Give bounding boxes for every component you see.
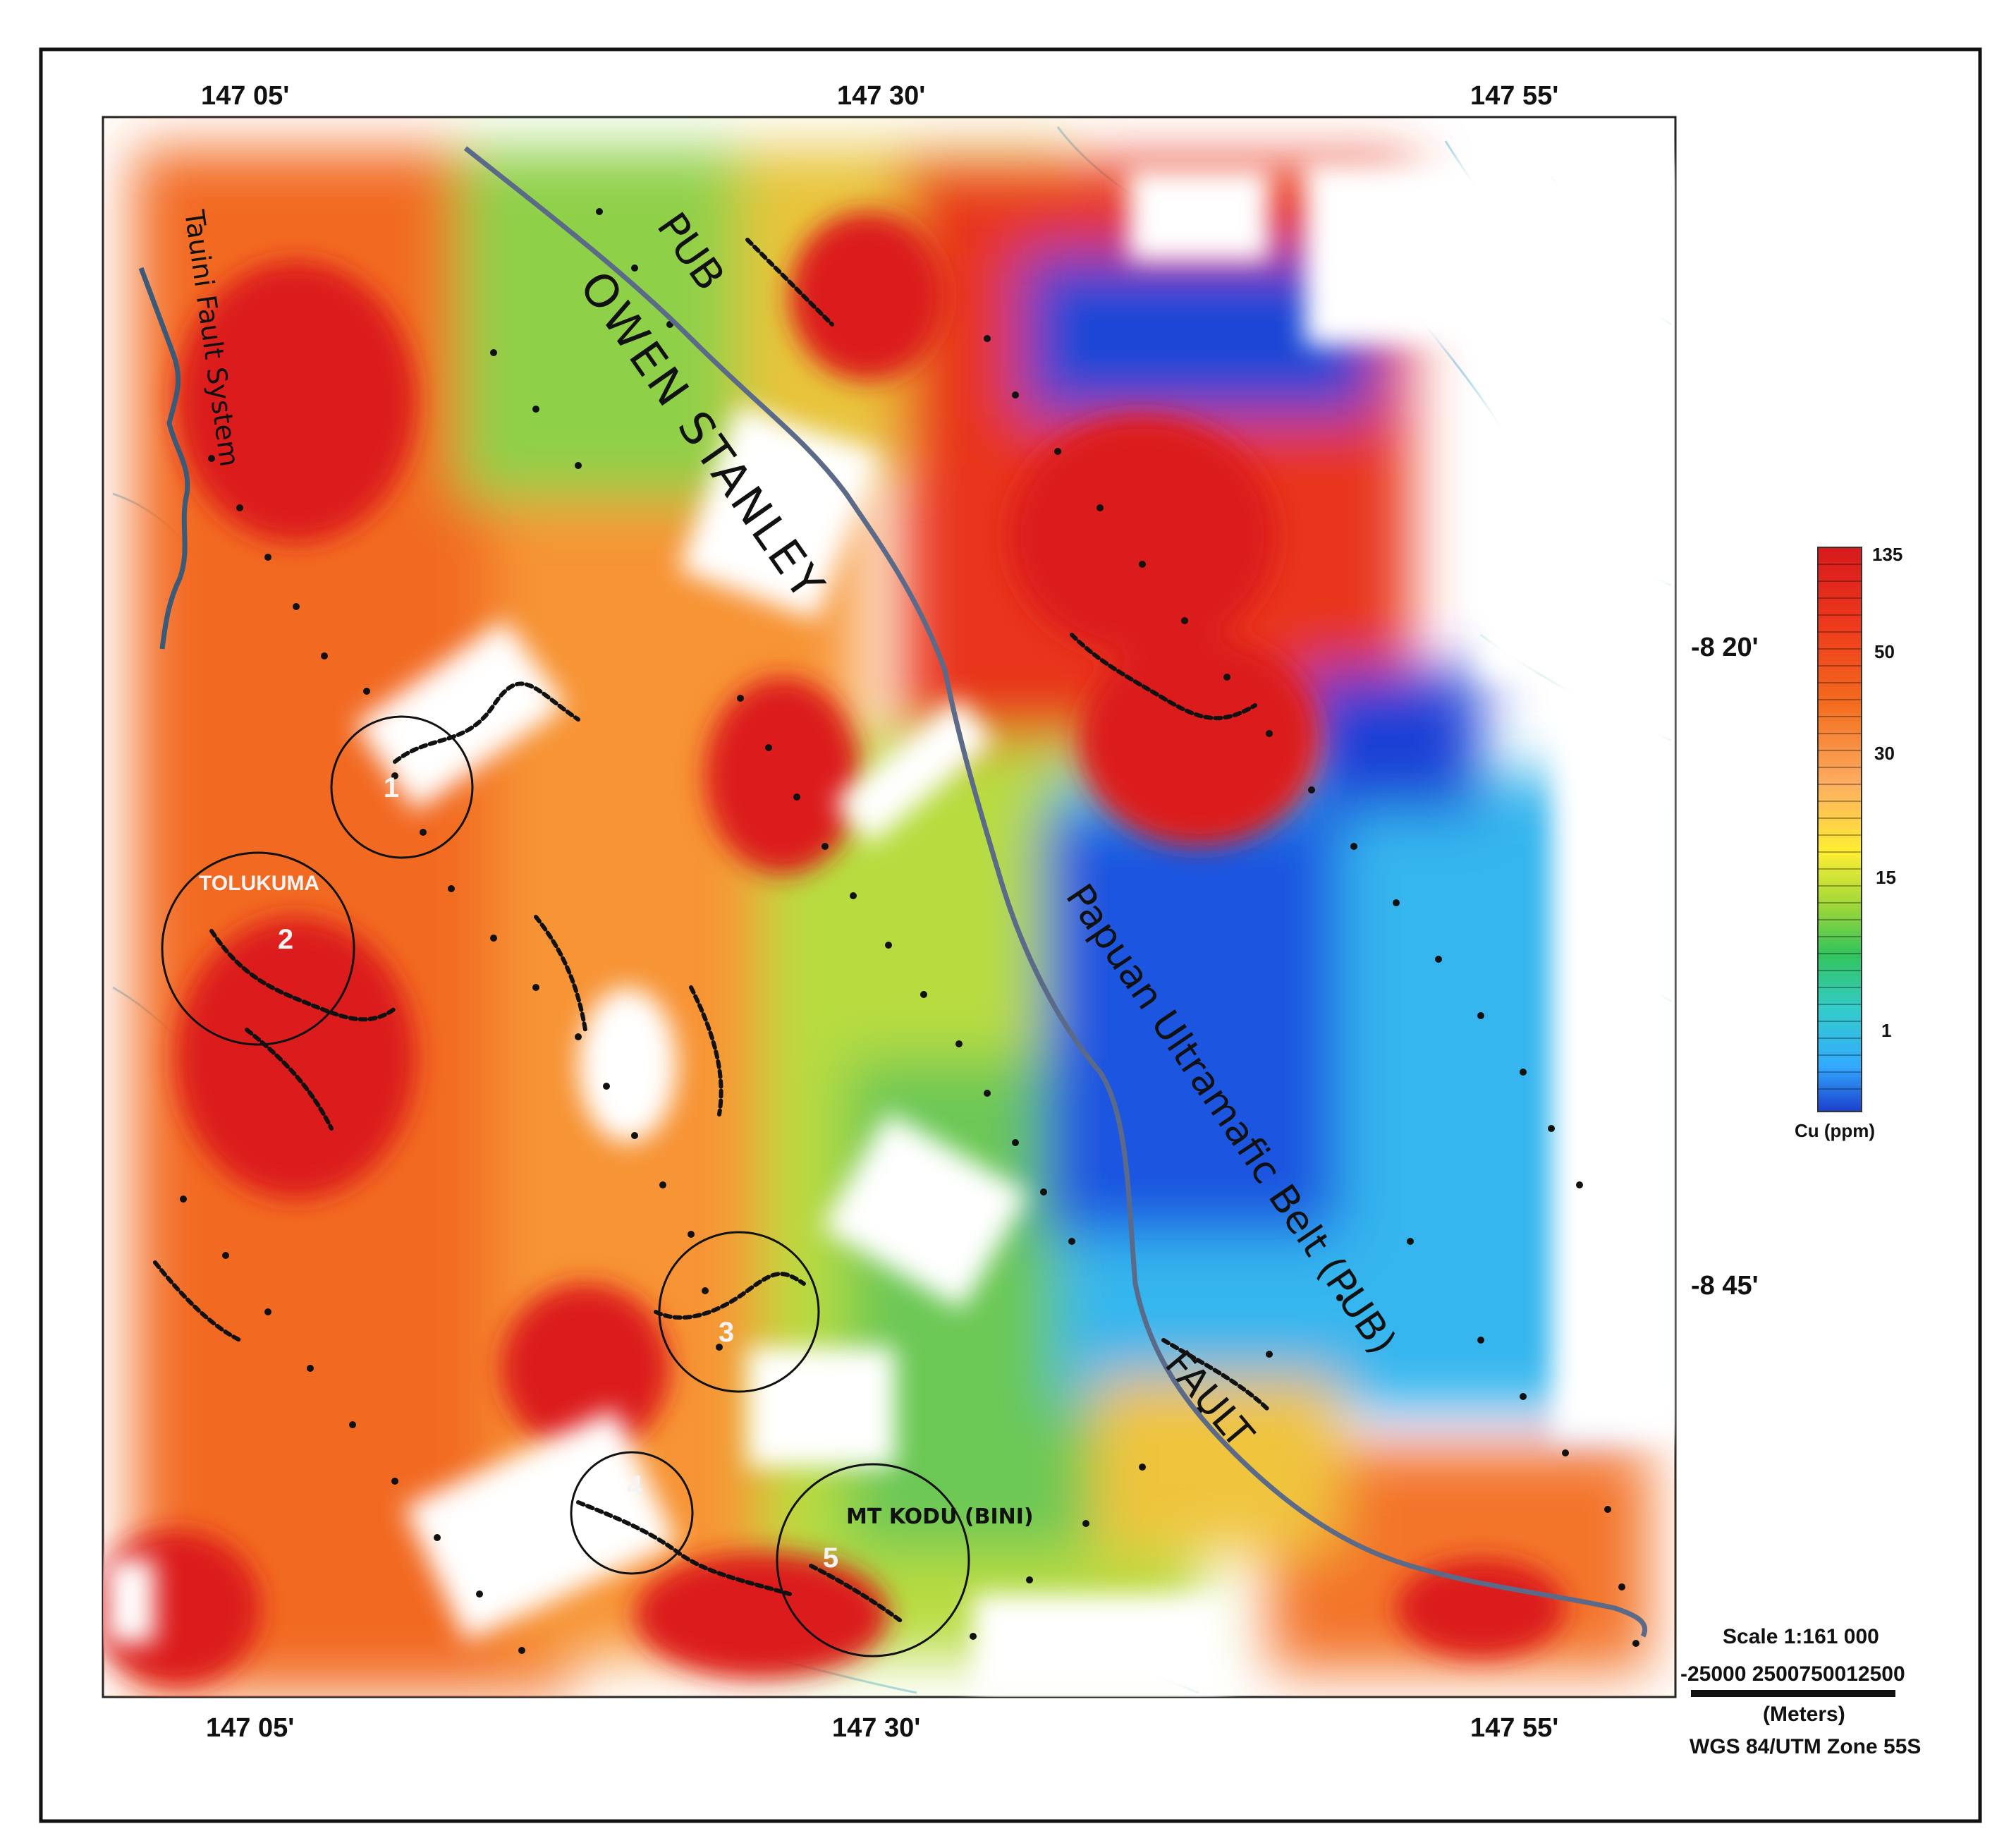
target-circle-2 bbox=[161, 851, 355, 1046]
scale-ticks: -25000 2500750012500 bbox=[1680, 1662, 1905, 1686]
cu-anomaly-surface bbox=[103, 148, 1675, 1697]
target-label-1: 1 bbox=[384, 772, 399, 803]
projection-label: WGS 84/UTM Zone 55S bbox=[1690, 1735, 1921, 1758]
target-circles bbox=[161, 715, 970, 1657]
target-label-2: 2 bbox=[278, 924, 293, 955]
legend-tick-135: 135 bbox=[1872, 544, 1902, 565]
x-tick-top-1: 147 05' bbox=[201, 81, 289, 111]
scale-block: Scale 1:161 000 -25000 2500750012500 (Me… bbox=[1680, 1625, 1921, 1758]
legend-tick-50: 50 bbox=[1874, 641, 1895, 662]
scale-unit: (Meters) bbox=[1763, 1703, 1845, 1726]
target-label-4: 4 bbox=[627, 1471, 643, 1502]
y-tick-2: -8 45' bbox=[1691, 1271, 1759, 1301]
legend-tick-30: 30 bbox=[1874, 743, 1895, 764]
x-tick-bottom-1: 147 05' bbox=[206, 1713, 294, 1743]
x-tick-top-2: 147 30' bbox=[837, 81, 925, 111]
y-tick-1: -8 20' bbox=[1691, 633, 1759, 662]
target-circle-5 bbox=[776, 1463, 970, 1657]
x-tick-bottom-2: 147 30' bbox=[832, 1713, 920, 1743]
owen-stanley-fault-line bbox=[463, 146, 1647, 1638]
mt-kodu-label: MT KODU (BINI) bbox=[846, 1504, 1034, 1529]
target-circle-1 bbox=[330, 715, 474, 859]
target-circle-3 bbox=[658, 1231, 820, 1393]
tauini-fault-line bbox=[138, 267, 190, 650]
target-label-3: 3 bbox=[719, 1317, 734, 1348]
sample-traverses bbox=[153, 238, 1271, 1624]
scale-title: Scale 1:161 000 bbox=[1723, 1625, 1879, 1648]
cu-legend: 135 50 30 15 1 Cu (ppm) bbox=[1795, 544, 1902, 1141]
legend-title: Cu (ppm) bbox=[1795, 1120, 1875, 1141]
x-tick-bottom-3: 147 55' bbox=[1470, 1713, 1558, 1743]
legend-tick-1: 1 bbox=[1881, 1020, 1891, 1041]
target-circle-4 bbox=[570, 1451, 694, 1575]
tolukuma-label: TOLUKUMA bbox=[199, 872, 319, 895]
sample-points bbox=[180, 208, 1639, 1654]
scale-bar bbox=[1691, 1690, 1895, 1697]
legend-colorbar bbox=[1817, 547, 1862, 1112]
target-label-5: 5 bbox=[823, 1543, 838, 1574]
x-tick-top-3: 147 55' bbox=[1470, 81, 1558, 111]
legend-tick-15: 15 bbox=[1876, 867, 1896, 888]
